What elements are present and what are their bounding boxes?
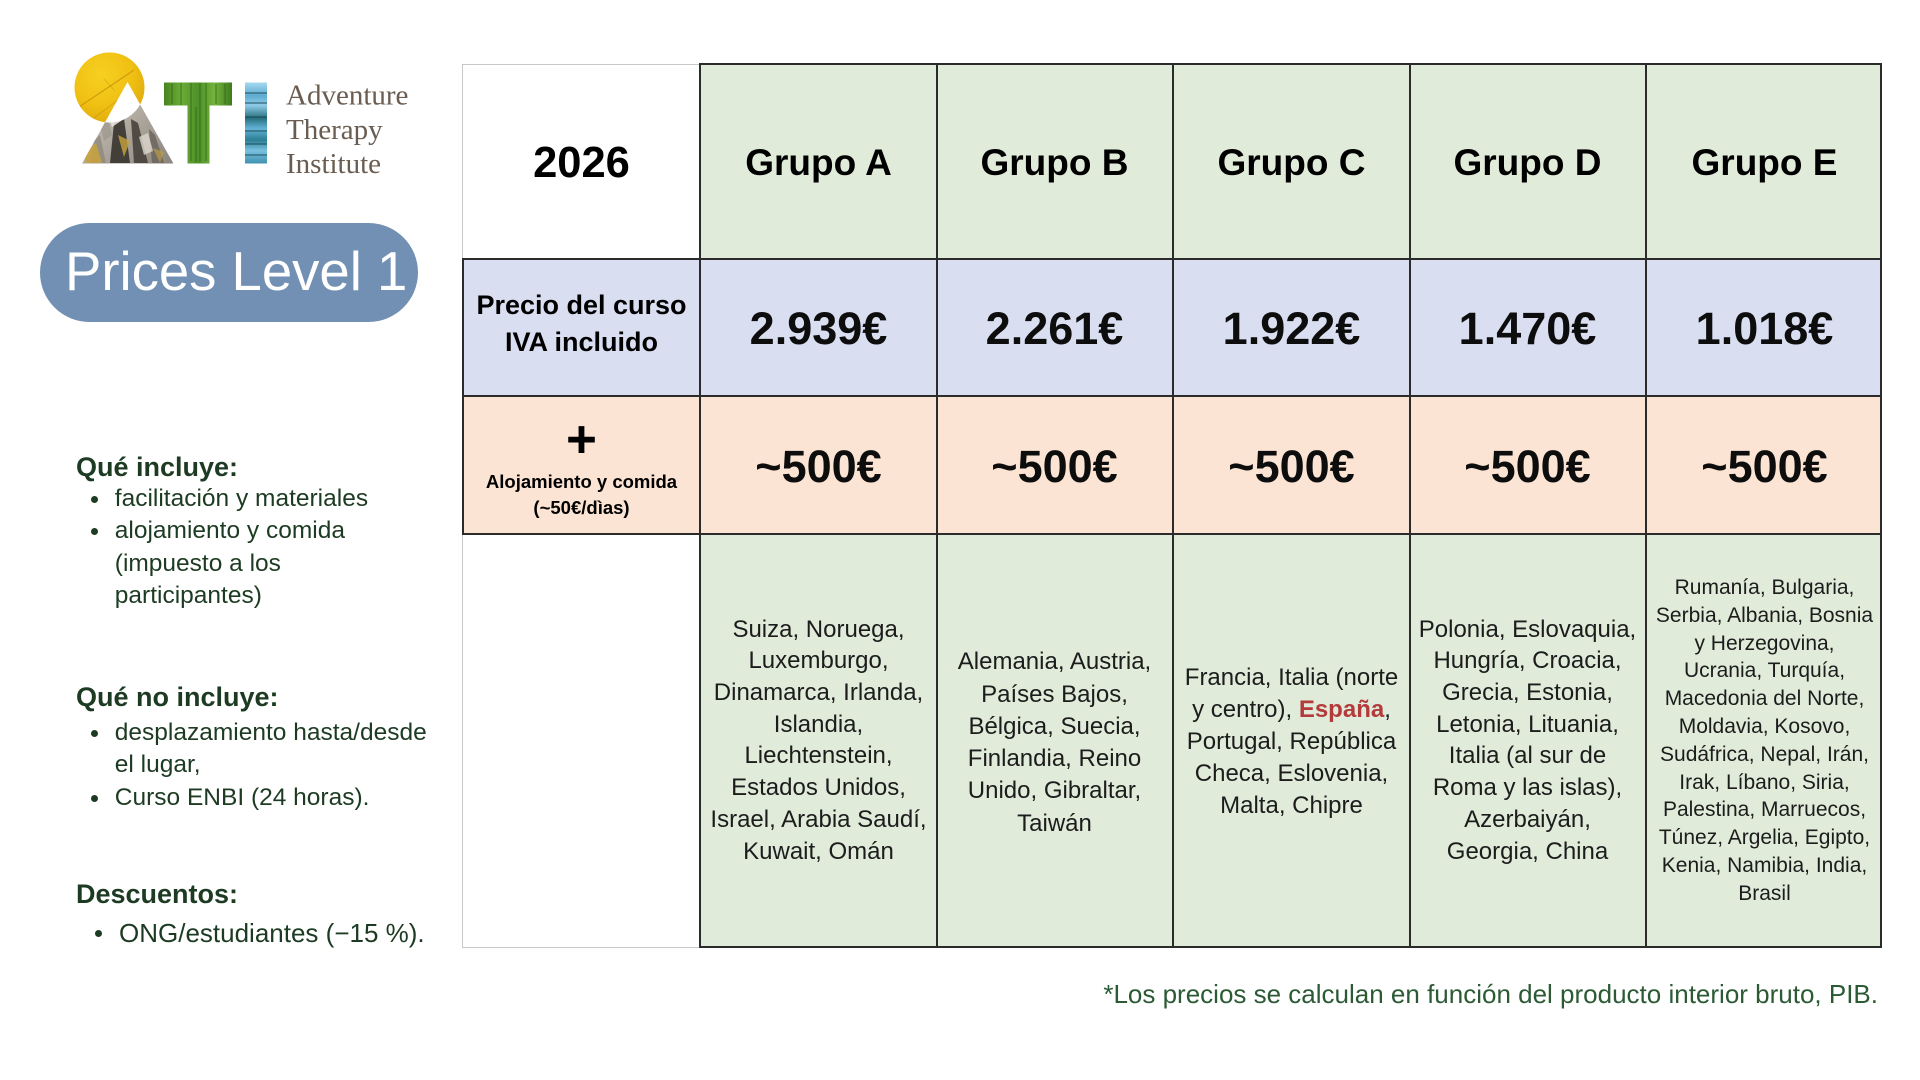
svg-text:Adventure: Adventure	[286, 79, 408, 111]
svg-text:Therapy: Therapy	[286, 114, 383, 146]
svg-text:Institute: Institute	[286, 148, 381, 180]
